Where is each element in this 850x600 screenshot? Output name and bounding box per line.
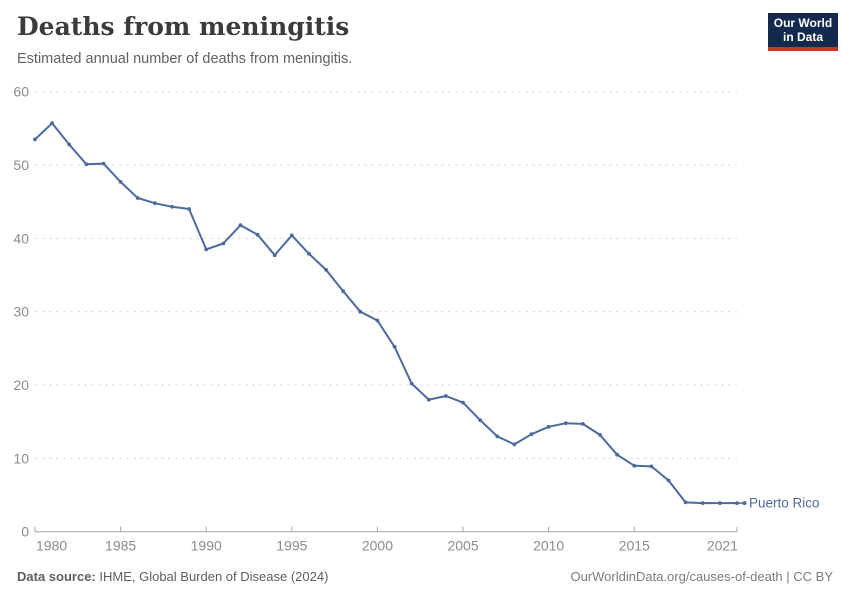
data-point-2005 (461, 400, 465, 405)
data-point-1999 (358, 309, 363, 314)
data-point-1986 (135, 196, 140, 200)
data-point-2012 (581, 422, 585, 426)
data-point-2017 (666, 478, 671, 483)
y-tick-label-20: 20 (13, 377, 29, 393)
data-point-1993 (255, 232, 260, 237)
x-tick-label-2000: 2000 (362, 538, 393, 554)
chart-subtitle: Estimated annual number of deaths from m… (17, 51, 353, 67)
data-point-2011 (563, 421, 568, 426)
license-link[interactable]: OurWorldinData.org/causes-of-death | CC … (570, 569, 833, 584)
owid-logo[interactable]: Our World in Data (768, 13, 838, 51)
data-point-2018 (683, 500, 688, 505)
x-tick-label-2005: 2005 (447, 538, 478, 554)
label-connector-dot (742, 501, 747, 506)
data-source-text: Data source: IHME, Global Burden of Dise… (17, 569, 328, 584)
owid-logo-line1: Our World (773, 16, 833, 30)
data-point-1996 (307, 251, 311, 256)
data-point-2001 (392, 345, 397, 349)
x-tick-label-1985: 1985 (105, 538, 136, 554)
data-point-2008 (512, 442, 517, 447)
y-tick-label-60: 60 (13, 84, 29, 100)
page-title: Deaths from meningitis (17, 12, 350, 41)
data-point-2019 (700, 501, 705, 505)
data-point-2004 (444, 394, 448, 398)
data-point-2014 (615, 452, 619, 457)
data-point-1990 (204, 247, 209, 252)
data-point-2009 (529, 432, 534, 437)
x-tick-label-1990: 1990 (191, 538, 222, 554)
data-point-2003 (426, 397, 431, 402)
data-source-label: Data source: (17, 569, 96, 584)
data-point-1981 (50, 121, 54, 126)
data-point-1989 (187, 207, 192, 211)
x-tick-label-1980: 1980 (36, 538, 67, 554)
data-point-2010 (546, 424, 551, 429)
data-point-1987 (153, 201, 157, 206)
data-point-1997 (324, 268, 328, 272)
data-point-1995 (289, 233, 294, 238)
data-point-1982 (67, 142, 72, 147)
x-tick-label-2015: 2015 (619, 538, 650, 554)
chart-footer: Data source: IHME, Global Burden of Dise… (17, 569, 833, 584)
x-tick-label-1995: 1995 (276, 538, 307, 554)
data-point-2015 (632, 463, 637, 468)
data-point-1992 (238, 223, 243, 228)
y-tick-label-10: 10 (13, 450, 29, 466)
data-point-1988 (170, 204, 174, 209)
data-source-value: IHME, Global Burden of Disease (2024) (95, 569, 329, 584)
y-tick-label-50: 50 (13, 157, 29, 173)
data-point-2000 (375, 318, 380, 323)
y-tick-label-40: 40 (13, 230, 29, 246)
y-tick-label-30: 30 (13, 304, 29, 320)
x-tick-label-2021: 2021 (707, 538, 738, 554)
data-point-2002 (409, 381, 414, 386)
data-point-1991 (221, 241, 226, 246)
y-tick-label-0: 0 (21, 524, 29, 540)
x-tick-label-2010: 2010 (533, 538, 564, 554)
data-point-1980 (33, 137, 37, 142)
data-point-2021 (735, 501, 739, 505)
data-point-2013 (598, 433, 602, 437)
data-point-2020 (718, 501, 722, 505)
data-point-2007 (495, 434, 500, 439)
data-point-2016 (649, 464, 654, 469)
data-point-1998 (341, 289, 346, 294)
data-point-2006 (478, 418, 483, 423)
series-line-puerto-rico (34, 122, 737, 505)
owid-logo-line2: in Data (782, 30, 823, 44)
data-point-1984 (101, 161, 106, 166)
data-point-1983 (84, 162, 89, 167)
data-point-1994 (272, 253, 277, 258)
entity-label-puerto-rico: Puerto Rico (749, 496, 820, 511)
data-point-1985 (118, 180, 123, 184)
